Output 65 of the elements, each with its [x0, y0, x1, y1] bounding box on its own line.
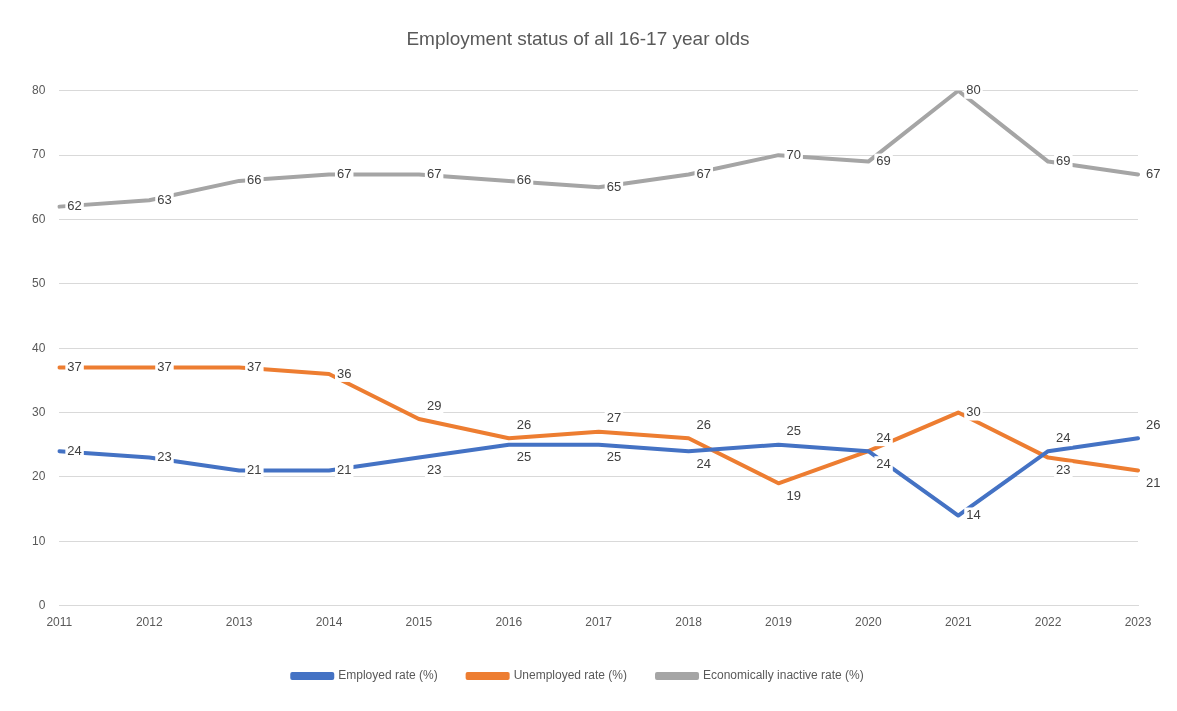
- data-label: 23: [1056, 462, 1071, 478]
- x-tick-label: 2012: [135, 615, 163, 630]
- data-label: 70: [786, 146, 801, 162]
- data-label: 26: [696, 416, 712, 432]
- x-tick-label: 2014: [315, 615, 343, 630]
- data-label: 24: [696, 455, 712, 471]
- data-label: 30: [966, 404, 981, 420]
- data-label: 67: [1146, 166, 1161, 182]
- x-tick-label: 2015: [405, 615, 433, 630]
- x-tick-label: 2011: [46, 615, 73, 630]
- data-label: 69: [876, 153, 891, 169]
- x-tick-label: 2018: [675, 615, 703, 630]
- y-tick-label: 70: [31, 147, 46, 162]
- data-label: 23: [157, 449, 172, 465]
- data-label: 69: [1056, 153, 1071, 169]
- legend-label: Unemployed rate (%): [513, 668, 628, 683]
- chart-title: Employment status of all 16-17 year olds: [406, 27, 750, 49]
- data-label: 80: [966, 82, 981, 98]
- data-label: 25: [606, 449, 622, 465]
- data-label: 36: [337, 365, 352, 381]
- data-label: 23: [426, 462, 442, 478]
- data-label: 24: [1056, 429, 1071, 445]
- data-label: 63: [157, 191, 172, 207]
- x-tick-label: 2013: [225, 615, 253, 630]
- y-tick-label: 60: [31, 211, 46, 226]
- x-tick-label: 2017: [585, 615, 613, 630]
- x-tick-label: 2020: [854, 615, 883, 630]
- data-label: 67: [426, 166, 442, 182]
- data-label: 25: [786, 423, 801, 439]
- data-label: 26: [1146, 416, 1161, 432]
- data-label: 67: [696, 166, 712, 182]
- data-label: 65: [606, 178, 622, 194]
- data-label: 37: [247, 359, 262, 375]
- x-tick-label: 2021: [944, 615, 972, 630]
- legend-label: Economically inactive rate (%): [703, 668, 864, 683]
- y-tick-label: 40: [31, 340, 46, 355]
- data-label: 66: [516, 172, 532, 188]
- y-tick-label: 0: [38, 597, 46, 612]
- y-tick-label: 20: [31, 469, 46, 484]
- data-label: 24: [876, 455, 891, 471]
- data-label: 66: [247, 172, 262, 188]
- data-label: 24: [876, 429, 891, 445]
- y-tick-label: 80: [31, 83, 46, 98]
- x-tick-label: 2016: [495, 615, 523, 630]
- data-label: 62: [67, 198, 82, 214]
- data-label: 29: [426, 397, 442, 413]
- data-label: 37: [67, 359, 82, 375]
- data-label: 26: [516, 416, 532, 432]
- x-tick-label: 2019: [765, 615, 793, 630]
- x-tick-label: 2022: [1034, 615, 1062, 630]
- data-label: 14: [966, 507, 981, 523]
- data-label: 24: [67, 442, 82, 458]
- data-label: 25: [516, 449, 532, 465]
- legend-label: Employed rate (%): [338, 668, 438, 683]
- y-tick-label: 50: [31, 276, 46, 291]
- data-label: 21: [337, 462, 352, 478]
- data-label: 27: [606, 410, 622, 426]
- data-label: 21: [247, 462, 262, 478]
- data-label: 21: [1146, 475, 1161, 491]
- y-tick-label: 30: [31, 404, 46, 419]
- x-tick-label: 2023: [1124, 615, 1152, 630]
- data-label: 37: [157, 359, 172, 375]
- data-label: 67: [337, 166, 352, 182]
- y-tick-label: 10: [31, 533, 46, 548]
- data-label: 19: [786, 487, 801, 503]
